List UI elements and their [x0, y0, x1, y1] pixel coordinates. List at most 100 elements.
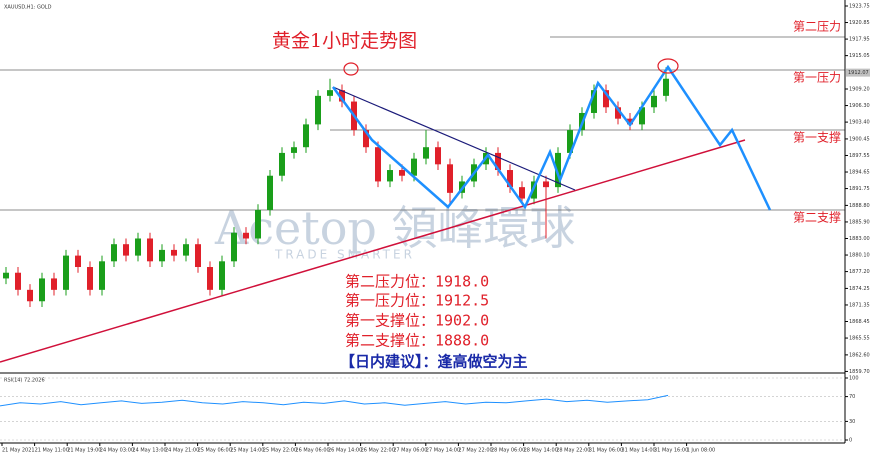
x-tick-label: 28 May 06:00 — [491, 448, 525, 454]
y-tick-label: 1900.45 — [849, 136, 870, 142]
candle-body — [87, 267, 93, 290]
y-tick-label: 1923.75 — [849, 3, 870, 9]
advice: 【日内建议】：逢高做空为主 — [340, 353, 528, 371]
candle-body — [183, 244, 189, 256]
candle-body — [339, 90, 345, 102]
y-tick-label: 1885.90 — [849, 219, 870, 225]
y-tick-label: 1915.05 — [849, 53, 870, 59]
candle-body — [543, 181, 549, 188]
candle-body — [279, 152, 285, 176]
y-tick-label: 1917.95 — [849, 37, 870, 43]
last-price-box — [846, 68, 870, 77]
marker-circle — [657, 58, 679, 74]
candle-body — [243, 232, 249, 239]
candle-body — [255, 209, 261, 239]
candle-body — [507, 170, 513, 188]
candle-body — [375, 147, 381, 182]
candle-body — [411, 158, 417, 176]
rsi-tick-label: 30 — [849, 419, 855, 425]
level-text: 第二压力位：1918.0 — [345, 273, 489, 291]
candle-body — [123, 244, 129, 256]
trend-line — [332, 86, 576, 191]
candle-body — [39, 278, 45, 302]
candle-body — [291, 147, 297, 153]
trend-line — [0, 139, 746, 363]
candle-body — [111, 244, 117, 262]
candle-body — [147, 238, 153, 262]
y-tick-label: 1891.75 — [849, 186, 870, 192]
level-text: 第一支撑位：1902.0 — [345, 312, 489, 330]
x-tick-label: 26 May 14:00 — [328, 448, 362, 454]
candle-body — [51, 278, 57, 290]
x-tick-label: 31 May 14:00 — [621, 448, 655, 454]
marker-circle — [343, 62, 359, 76]
candle-body — [651, 95, 657, 108]
x-tick-label: 26 May 22:00 — [361, 448, 395, 454]
candle-body — [207, 267, 213, 290]
candle-body — [219, 261, 225, 290]
candle-body — [627, 118, 633, 125]
x-tick-label: 25 May 06:00 — [198, 448, 232, 454]
candle-body — [495, 152, 501, 171]
x-tick-label: 25 May 14:00 — [230, 448, 264, 454]
candle-body — [315, 95, 321, 125]
x-tick-label: 21 May 19:00 — [67, 448, 101, 454]
y-tick-label: 1874.25 — [849, 286, 870, 292]
candle-body — [303, 124, 309, 148]
y-tick-label: 1862.60 — [849, 352, 870, 358]
rsi-tick-label: 70 — [849, 394, 855, 400]
candle-body — [399, 170, 405, 176]
y-tick-label: 1865.55 — [849, 336, 870, 342]
y-tick-label: 1906.30 — [849, 103, 870, 109]
candle-body — [63, 255, 69, 290]
candle-body — [3, 272, 9, 279]
y-tick-label: 1871.35 — [849, 302, 870, 308]
chart-title: 黄金1小时走势图 — [272, 30, 417, 52]
candle-body — [327, 90, 333, 96]
y-tick-label: 1903.40 — [849, 120, 870, 126]
candle-body — [615, 107, 621, 119]
forecast-path — [331, 64, 772, 211]
rsi-tick-label: 0 — [849, 438, 852, 444]
level-tag: 第一压力 — [793, 71, 841, 85]
candle-body — [567, 130, 573, 153]
x-tick-label: 27 May 22:00 — [458, 448, 492, 454]
candle-body — [423, 147, 429, 159]
candle-body — [27, 289, 33, 302]
level-tag: 第二支撑 — [793, 210, 841, 225]
y-tick-label: 1859.70 — [849, 369, 870, 375]
rsi-title: RSI(14) 72.2026 — [4, 378, 45, 384]
candle-body — [195, 244, 201, 268]
y-tick-label: 1909.20 — [849, 87, 870, 93]
y-tick-label: 1894.65 — [849, 170, 870, 176]
x-tick-label: 28 May 14:00 — [524, 448, 558, 454]
x-tick-label: 26 May 06:00 — [295, 448, 329, 454]
y-tick-label: 1883.00 — [849, 236, 870, 242]
candle-body — [555, 152, 561, 188]
x-tick-label: 27 May 14:00 — [426, 448, 460, 454]
candle-body — [15, 272, 21, 290]
rsi-line — [0, 394, 669, 407]
x-tick-label: 21 May 11:00 — [35, 448, 69, 454]
candle-body — [75, 255, 81, 268]
candles — [3, 67, 669, 307]
candle-body — [639, 107, 645, 125]
y-tick-label: 1880.10 — [849, 253, 870, 259]
symbol: XAUUSD,H1: GOLD — [4, 5, 52, 11]
candle-body — [159, 249, 165, 262]
x-tick-label: 1 Jun 08:00 — [687, 448, 716, 454]
last-price: 1912.07 — [848, 70, 869, 76]
x-tick-label: 27 May 06:00 — [393, 448, 427, 454]
candle-body — [171, 249, 177, 256]
candle-body — [363, 130, 369, 148]
level-text: 第一压力位：1912.5 — [345, 292, 489, 310]
y-tick-label: 1897.55 — [849, 153, 870, 159]
x-tick-label: 24 May 13:00 — [132, 448, 166, 454]
x-tick-label: 25 May 22:00 — [263, 448, 297, 454]
y-tick-label: 1888.80 — [849, 203, 870, 209]
x-tick-label: 31 May 06:00 — [589, 448, 623, 454]
x-tick-label: 28 May 22:00 — [556, 448, 590, 454]
candle-body — [663, 78, 669, 96]
